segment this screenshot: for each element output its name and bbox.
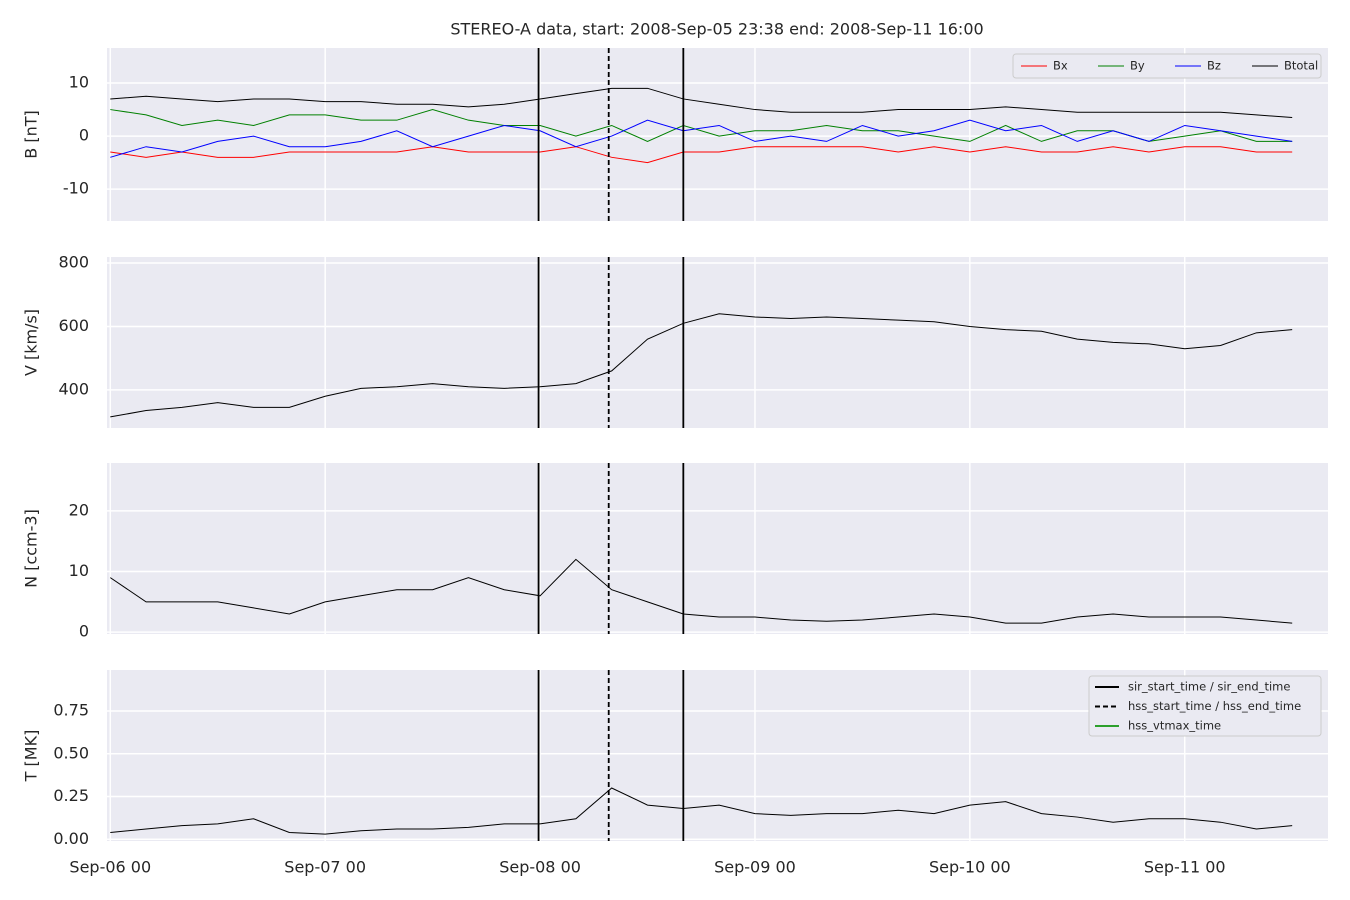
legend-label: By — [1130, 59, 1145, 73]
y-tick-label: 600 — [58, 316, 89, 335]
series-line — [110, 313, 1293, 418]
x-tick-label: Sep-09 00 — [714, 858, 796, 877]
y-tick-label: 0.00 — [53, 829, 89, 848]
legend-box — [1088, 675, 1322, 737]
x-tick-label: Sep-11 00 — [1144, 858, 1226, 877]
plot-area — [107, 463, 1328, 634]
legend-label: Bz — [1207, 59, 1221, 73]
event-legend: sir_start_time / sir_end_time hss_start_t… — [1088, 675, 1322, 737]
x-tick-label: Sep-08 00 — [499, 858, 581, 877]
y-tick-label: 800 — [58, 253, 89, 272]
legend-label: sir_start_time / sir_end_time — [1128, 680, 1290, 694]
legend-label: Btotal — [1284, 59, 1318, 73]
y-tick-label: 20 — [69, 500, 89, 519]
series-line — [110, 87, 1293, 119]
y-tick-label: 10 — [69, 561, 89, 580]
y-tick-label: 0 — [79, 622, 89, 641]
series-line — [110, 109, 1293, 142]
y-axis-label: V [km/s] — [22, 309, 41, 376]
y-tick-label: 10 — [69, 73, 89, 92]
legend: Bx By Bz Btotal — [1012, 53, 1322, 79]
legend-label: hss_start_time / hss_end_time — [1128, 699, 1301, 713]
y-tick-label: 0.50 — [53, 743, 89, 762]
y-tick-label: 0.75 — [53, 701, 89, 720]
y-axis-label: T [MK] — [22, 730, 41, 783]
chart-title: STEREO-A data, start: 2008-Sep-05 23:38 … — [450, 20, 983, 39]
legend-label: Bx — [1053, 59, 1068, 73]
legend-label: hss_vtmax_time — [1128, 719, 1221, 733]
y-tick-label: 400 — [58, 379, 89, 398]
y-axis-label: B [nT] — [22, 110, 41, 158]
series-line — [110, 119, 1293, 158]
series-line — [110, 787, 1293, 835]
legend-box — [1012, 53, 1322, 79]
plot-area — [107, 257, 1328, 428]
series-line — [110, 558, 1293, 624]
x-tick-label: Sep-10 00 — [929, 858, 1011, 877]
x-tick-label: Sep-07 00 — [284, 858, 366, 877]
y-axis-label: N [ccm-3] — [22, 509, 41, 588]
series-line — [110, 146, 1293, 164]
x-tick-label: Sep-06 00 — [69, 858, 151, 877]
y-tick-label: -10 — [63, 179, 89, 198]
y-tick-label: 0 — [79, 126, 89, 145]
y-tick-label: 0.25 — [53, 786, 89, 805]
